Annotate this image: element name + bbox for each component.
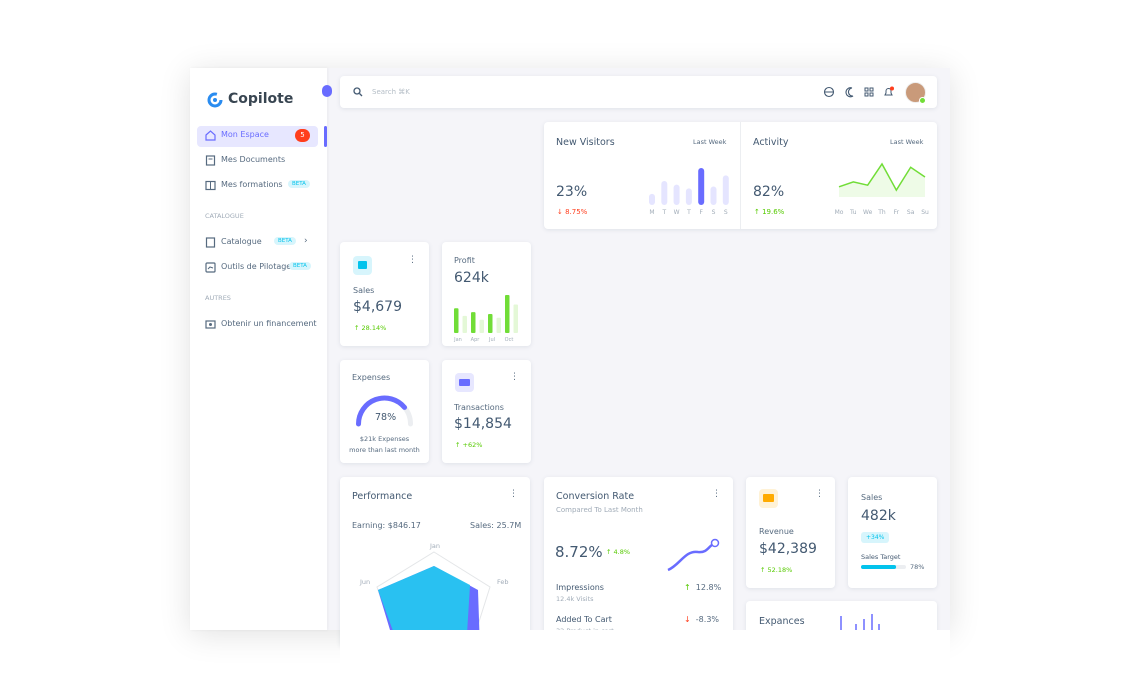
note: $21k Expenses [359,435,410,443]
icon-book [205,180,216,191]
radar-axis: Jan [430,542,441,550]
section-title: AUTRES [205,294,231,302]
metric: 624k [454,270,489,286]
change: ↑ 52.18% [760,566,793,574]
nav-item[interactable]: Mes Documents [221,155,286,164]
metric: $4,679 [353,299,402,315]
metric: 482k [861,508,896,524]
change-value: 52.18% [767,566,793,574]
card-label: Transactions [454,403,504,412]
chevron: › [304,236,308,246]
row-label: Impressions [556,583,604,592]
row-change: ↑ 12.8% [684,583,722,592]
metric: $14,854 [454,416,512,432]
change-value: 19.6% [762,208,785,216]
period: Last Week [693,138,727,146]
menu-dots[interactable]: ⋮ [509,489,518,499]
row-sub: 32 Product in cart [556,627,614,635]
target-label: Sales Target [861,553,901,561]
card-title: Conversion Rate [556,491,635,502]
earning: Earning: $846.17 [352,521,421,530]
change: ↑ +62% [455,441,483,449]
card-subtitle: Compared To Last Month [556,506,643,514]
nav-badge: 5 [295,129,310,142]
brand-logo [207,92,223,108]
card-label: Expenses [352,373,391,382]
card-title: New Visitors [556,137,615,148]
note: more than last month [349,446,420,454]
sales: Sales: 25.7M [470,521,522,530]
nav-item[interactable]: Obtenir un financement [221,319,317,328]
search-input[interactable]: Search ⌘K [372,88,410,96]
change-value: 12.8% [695,583,722,592]
change-value: 4.8% [613,548,631,556]
period: Last Week [890,138,924,146]
menu-dots[interactable]: ⋮ [712,489,721,499]
performance-card [340,477,530,647]
row-label: Added To Cart [556,615,612,624]
icon-card [455,373,474,392]
row-change: ↓ -8.3% [684,615,720,624]
icon-revenue [759,489,778,508]
metric: 23% [556,184,588,200]
icon-search [353,87,363,97]
badge: +34% [861,532,890,543]
topbar [340,76,937,108]
gauge-label: 78% [375,412,397,423]
nav-item[interactable]: Mes formations [221,180,283,189]
beta-tag: BETA [274,237,296,245]
icon-doc [205,155,216,166]
icon-catalogue [205,237,216,248]
card-label: Profit [454,256,475,265]
change-value: +62% [462,441,483,449]
change-value: 8.75% [565,208,588,216]
row-sub: 12.4k Visits [556,595,594,603]
nav-item[interactable]: Catalogue [221,237,262,246]
metric: $42,389 [759,541,817,557]
sidebar [190,68,327,630]
brand: Copilote [228,91,294,107]
divider [740,122,741,229]
nav-item[interactable]: Outils de Pilotage [221,262,292,271]
online-dot [919,97,926,104]
card-title: Activity [753,137,789,148]
menu-dots[interactable]: ⋮ [510,372,519,382]
icon-home [205,130,216,141]
metric: 8.72% [555,543,603,561]
change-value: 28.14% [361,324,387,332]
beta-tag: BETA [289,262,311,270]
card-label: Sales [861,493,883,502]
change: ↑ 4.8% [606,548,631,556]
metric: 82% [753,184,785,200]
card-title: Expances [759,616,805,627]
nav-item[interactable]: Mon Espace [221,130,269,139]
menu-dots[interactable]: ⋮ [408,255,417,265]
icon-wallet [353,256,372,275]
collapse-toggle[interactable] [322,85,332,97]
icon-chart [205,262,216,273]
radar-axis: Feb [497,578,509,586]
nav-indicator [324,126,327,147]
radar-axis: Jun [360,578,371,586]
card-title: Performance [352,491,413,502]
card-label: Sales [353,286,375,295]
nav-active[interactable] [197,126,318,147]
change: ↑ 19.6% [754,208,785,216]
menu-dots[interactable]: ⋮ [815,489,824,499]
change: ↓ 8.75% [557,208,588,216]
icon-money [205,320,216,329]
beta-tag: BETA [288,180,310,188]
card-label: Revenue [759,527,794,536]
change-value: -8.3% [695,615,720,624]
topbar-icons[interactable] [822,86,902,98]
section-title: CATALOGUE [205,212,244,220]
target-value: 78% [910,563,925,571]
change: ↑ 28.14% [354,324,387,332]
